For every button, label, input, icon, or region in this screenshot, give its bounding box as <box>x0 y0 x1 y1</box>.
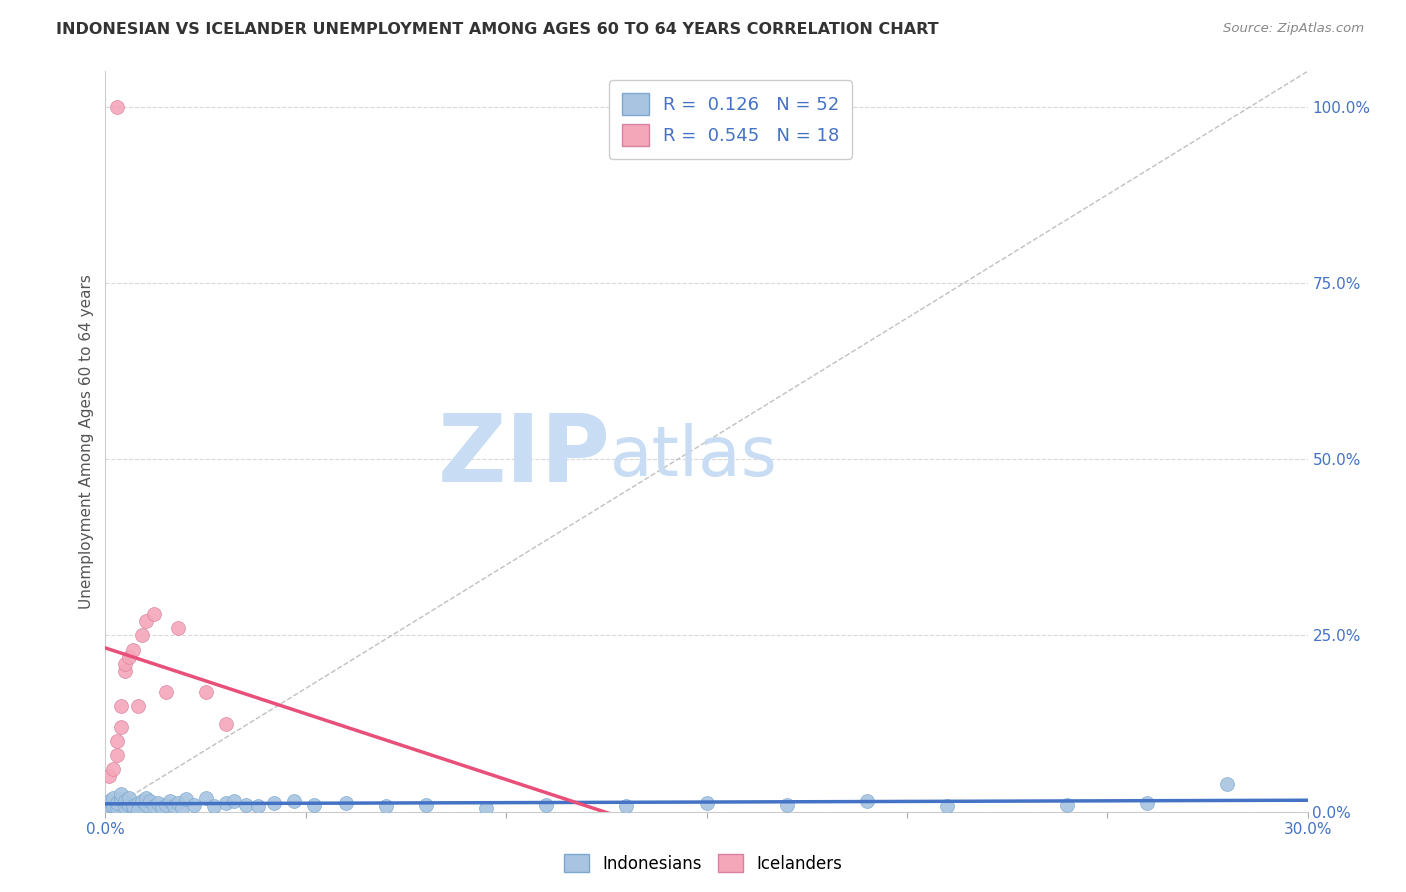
Point <box>107 801 129 815</box>
Point <box>235 797 257 812</box>
Point <box>98 794 121 808</box>
Point <box>114 664 136 678</box>
Text: ZIP: ZIP <box>437 410 610 502</box>
Point <box>131 794 153 808</box>
Point <box>110 698 132 713</box>
Point <box>155 797 177 812</box>
Point <box>127 698 149 713</box>
Point <box>122 801 145 815</box>
Point <box>107 797 129 811</box>
Point <box>166 797 188 811</box>
Point <box>202 799 225 814</box>
Point <box>335 797 357 811</box>
Point <box>150 801 173 815</box>
Point <box>103 763 125 777</box>
Point <box>214 797 236 811</box>
Point <box>114 657 136 671</box>
Point <box>302 797 325 812</box>
Point <box>146 797 169 811</box>
Point <box>696 797 718 811</box>
Point <box>107 748 129 763</box>
Point <box>107 734 129 748</box>
Point <box>118 790 141 805</box>
Point <box>1216 776 1239 790</box>
Point <box>107 100 129 114</box>
Point <box>138 794 160 808</box>
Point <box>114 794 136 808</box>
Point <box>415 797 437 812</box>
Point <box>110 787 132 801</box>
Legend: Indonesians, Icelanders: Indonesians, Icelanders <box>557 847 849 880</box>
Point <box>194 790 217 805</box>
Point <box>166 621 188 635</box>
Point <box>118 649 141 664</box>
Point <box>110 792 132 806</box>
Legend: R =  0.126   N = 52, R =  0.545   N = 18: R = 0.126 N = 52, R = 0.545 N = 18 <box>609 80 852 159</box>
Point <box>127 803 149 817</box>
Point <box>183 797 205 812</box>
Text: INDONESIAN VS ICELANDER UNEMPLOYMENT AMONG AGES 60 TO 64 YEARS CORRELATION CHART: INDONESIAN VS ICELANDER UNEMPLOYMENT AMO… <box>56 22 939 37</box>
Point <box>118 797 141 812</box>
Point <box>155 685 177 699</box>
Point <box>98 769 121 783</box>
Point <box>616 799 638 814</box>
Point <box>855 794 877 808</box>
Point <box>776 797 799 812</box>
Point <box>1136 797 1159 811</box>
Text: Source: ZipAtlas.com: Source: ZipAtlas.com <box>1223 22 1364 36</box>
Point <box>127 797 149 811</box>
Y-axis label: Unemployment Among Ages 60 to 64 years: Unemployment Among Ages 60 to 64 years <box>79 274 94 609</box>
Point <box>103 799 125 814</box>
Point <box>170 801 193 815</box>
Point <box>135 615 157 629</box>
Point <box>98 797 121 812</box>
Point <box>122 642 145 657</box>
Point <box>159 794 181 808</box>
Point <box>936 799 959 814</box>
Point <box>283 794 305 808</box>
Point <box>475 801 498 815</box>
Point <box>131 628 153 642</box>
Point <box>263 797 285 811</box>
Point <box>1056 797 1078 812</box>
Point <box>534 797 557 812</box>
Point <box>135 797 157 812</box>
Point <box>142 799 165 814</box>
Point <box>214 716 236 731</box>
Point <box>142 607 165 622</box>
Text: atlas: atlas <box>610 423 778 490</box>
Point <box>246 799 269 814</box>
Point <box>194 685 217 699</box>
Point <box>110 720 132 734</box>
Point <box>114 799 136 814</box>
Point <box>374 799 398 814</box>
Point <box>222 794 245 808</box>
Point <box>135 790 157 805</box>
Point <box>174 792 197 806</box>
Point <box>162 799 184 814</box>
Point <box>103 790 125 805</box>
Point <box>122 799 145 814</box>
